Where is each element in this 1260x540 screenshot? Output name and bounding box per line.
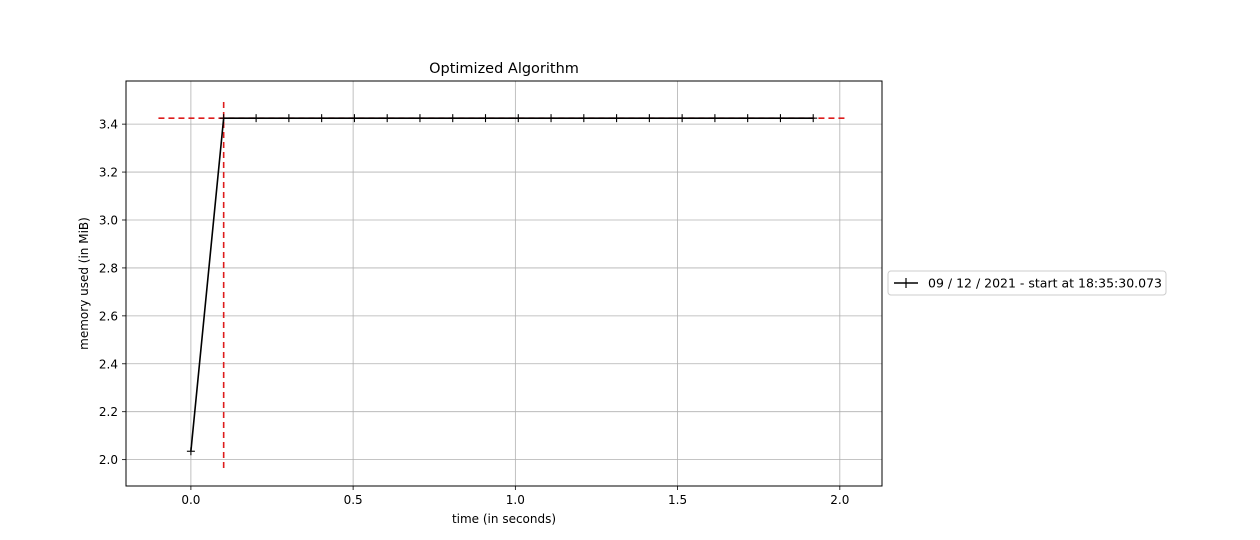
x-tick-label: 1.5 xyxy=(668,493,687,507)
x-tick-label: 0.0 xyxy=(181,493,200,507)
data-point-marker xyxy=(219,114,228,123)
data-point-marker xyxy=(481,114,490,123)
data-point-marker xyxy=(547,114,556,123)
x-tick-label: 1.0 xyxy=(506,493,525,507)
data-point-marker xyxy=(252,114,261,123)
y-tick-label: 2.2 xyxy=(99,405,118,419)
data-point-marker xyxy=(809,114,818,123)
y-tick-label: 3.0 xyxy=(99,213,118,227)
data-point-marker xyxy=(743,114,752,123)
data-point-marker xyxy=(383,114,392,123)
reference-lines xyxy=(158,100,847,469)
legend-label: 09 / 12 / 2021 - start at 18:35:30.073 xyxy=(928,276,1162,291)
plot-area-frame xyxy=(125,80,883,487)
x-axis-label: time (in seconds) xyxy=(452,512,556,526)
x-tick-label: 2.0 xyxy=(830,493,849,507)
data-point-marker xyxy=(579,114,588,123)
data-point-marker xyxy=(415,114,424,123)
y-tick-label: 2.4 xyxy=(99,357,118,371)
y-tick-label: 3.4 xyxy=(99,118,118,132)
data-point-marker xyxy=(284,114,293,123)
series-line xyxy=(190,117,814,452)
data-point-marker xyxy=(448,114,457,123)
series-layer xyxy=(186,114,818,456)
ticks: 0.0 0.5 1.0 1.5 2.0 2.0 2.2 2.4 2.6 2.8 3.0 3.2 3.4 xyxy=(99,118,849,507)
data-point-marker xyxy=(350,114,359,123)
y-tick-label: 2.8 xyxy=(99,261,118,275)
data-point-marker xyxy=(317,114,326,123)
data-point-marker xyxy=(186,447,195,456)
chart-title: Optimized Algorithm xyxy=(429,61,579,77)
legend-frame xyxy=(887,270,1167,296)
data-point-marker xyxy=(776,114,785,123)
data-point-marker xyxy=(678,114,687,123)
grid xyxy=(126,81,882,486)
legend: 09 / 12 / 2021 - start at 18:35:30.073 xyxy=(887,270,1167,296)
data-point-marker xyxy=(710,114,719,123)
y-tick-label: 3.2 xyxy=(99,166,118,180)
data-point-marker xyxy=(514,114,523,123)
x-tick-label: 0.5 xyxy=(344,493,363,507)
y-tick-label: 2.6 xyxy=(99,309,118,323)
y-tick-label: 2.0 xyxy=(99,453,118,467)
data-point-marker xyxy=(612,114,621,123)
y-axis-label: memory used (in MiB) xyxy=(77,217,91,350)
data-point-marker xyxy=(645,114,654,123)
